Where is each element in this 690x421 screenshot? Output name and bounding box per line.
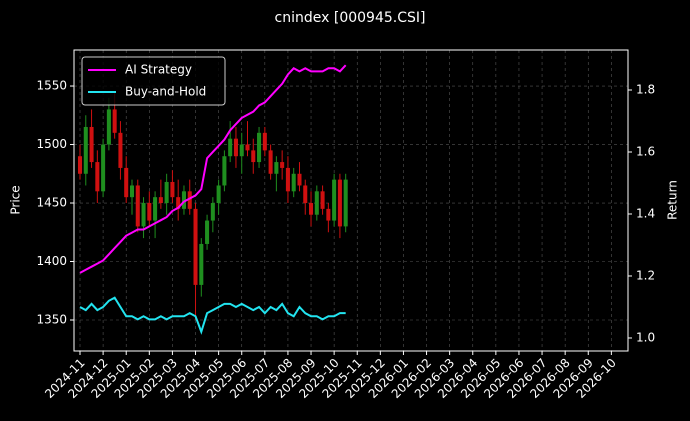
- candle-body: [314, 191, 319, 215]
- candle-body: [320, 191, 325, 209]
- candle-body: [343, 179, 348, 227]
- candle-body: [112, 109, 117, 133]
- candle-body: [187, 191, 192, 209]
- candle-body: [210, 203, 215, 221]
- candle-body: [147, 203, 152, 221]
- candle-body: [257, 132, 262, 163]
- candle-body: [337, 179, 342, 227]
- candle-body: [309, 203, 314, 215]
- candle-body: [233, 138, 238, 157]
- y2-axis-label: Return: [666, 180, 680, 220]
- candle-body: [158, 197, 163, 204]
- legend-box: [81, 56, 226, 106]
- legend-label: Buy-and-Hold: [125, 85, 206, 99]
- y-tick-label: 1400: [36, 254, 67, 268]
- y2-tick-label: 1.4: [636, 206, 655, 220]
- candle-body: [205, 220, 210, 244]
- candle-body: [176, 197, 181, 209]
- y2-tick-label: 1.0: [636, 330, 655, 344]
- y-tick-label: 1350: [36, 312, 67, 326]
- candle-body: [228, 138, 233, 157]
- candle-body: [245, 144, 250, 151]
- candle-body: [153, 197, 158, 221]
- candle-body: [164, 181, 169, 204]
- chart-title: cnindex [000945.CSI]: [275, 10, 426, 26]
- candle-body: [135, 185, 140, 227]
- candle-body: [170, 181, 175, 198]
- candle-body: [285, 167, 290, 192]
- candle-body: [77, 156, 83, 174]
- plot-frame: [73, 49, 629, 352]
- y-tick-label: 1500: [36, 137, 67, 151]
- candle-body: [216, 185, 221, 204]
- candle-body: [141, 203, 146, 227]
- candle-body: [83, 126, 88, 174]
- candle-body: [326, 208, 331, 221]
- y2-tick-label: 1.8: [636, 82, 655, 96]
- candle-body: [124, 167, 129, 198]
- candle-body: [199, 243, 204, 285]
- candle-body: [181, 191, 186, 209]
- y-axis-label: Price: [9, 185, 23, 214]
- legend-label: AI Strategy: [125, 63, 192, 77]
- candle-body: [262, 132, 267, 151]
- candle-body: [251, 150, 256, 163]
- y2-tick-label: 1.2: [636, 268, 655, 282]
- candle-body: [297, 173, 302, 186]
- candle-body: [268, 150, 273, 174]
- candle-body: [291, 173, 296, 192]
- candle-body: [222, 156, 227, 186]
- candle-body: [274, 162, 279, 174]
- y2-tick-label: 1.6: [636, 144, 655, 158]
- y-tick-label: 1550: [36, 79, 67, 93]
- y-tick-label: 1450: [36, 196, 67, 210]
- candle-body: [303, 185, 308, 204]
- candle-body: [239, 144, 244, 157]
- candle-body: [332, 179, 337, 221]
- candle-body: [95, 162, 100, 192]
- series-line: [79, 64, 347, 274]
- candle-body: [118, 132, 123, 168]
- candle-body: [101, 144, 106, 192]
- candle-body: [193, 208, 198, 285]
- series-line: [79, 296, 346, 335]
- candle-body: [89, 126, 94, 163]
- candle-body: [106, 109, 111, 145]
- candle-body: [280, 162, 285, 168]
- candle-body: [129, 185, 135, 198]
